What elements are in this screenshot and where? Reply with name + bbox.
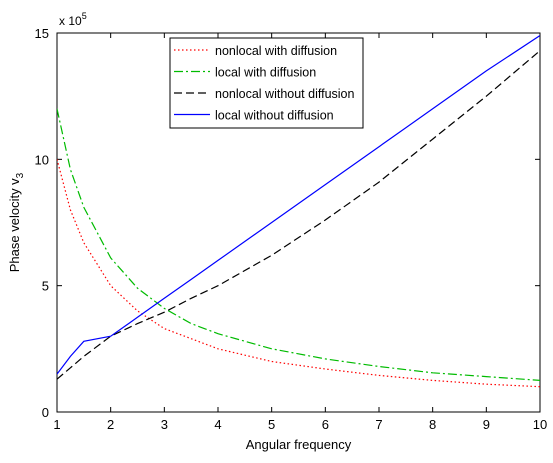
x-tick-label: 2 — [107, 417, 114, 432]
y-tick-label: 0 — [42, 405, 49, 420]
series-line-3 — [57, 50, 540, 380]
x-tick-label: 6 — [322, 417, 329, 432]
x-tick-label: 8 — [429, 417, 436, 432]
legend-label-1: nonlocal with diffusion — [215, 44, 337, 58]
y-axis-label: Phase velocity v3 — [7, 172, 26, 272]
legend-label-2: local with diffusion — [215, 66, 316, 80]
x-tick-label: 10 — [533, 417, 547, 432]
y-axis-multiplier: x 105 — [59, 11, 87, 28]
x-tick-label: 1 — [53, 417, 60, 432]
x-tick-label: 4 — [214, 417, 221, 432]
legend-label-4: local without diffusion — [215, 109, 334, 123]
x-tick-label: 3 — [161, 417, 168, 432]
y-tick-label: 10 — [35, 152, 49, 167]
series-line-2 — [57, 108, 540, 381]
series-line-1 — [57, 159, 540, 388]
x-tick-label: 9 — [483, 417, 490, 432]
legend-label-3: nonlocal without diffusion — [215, 87, 354, 101]
y-axis-label-subscript: 3 — [15, 172, 26, 178]
x-tick-label: 5 — [268, 417, 275, 432]
y-axis-multiplier-exponent: 5 — [82, 11, 87, 21]
x-tick-label: 7 — [375, 417, 382, 432]
series-line-4 — [57, 34, 540, 375]
x-axis-label: Angular frequency — [246, 437, 352, 452]
y-tick-label: 5 — [42, 279, 49, 294]
legend-box — [169, 37, 364, 129]
y-tick-label: 15 — [35, 26, 49, 41]
